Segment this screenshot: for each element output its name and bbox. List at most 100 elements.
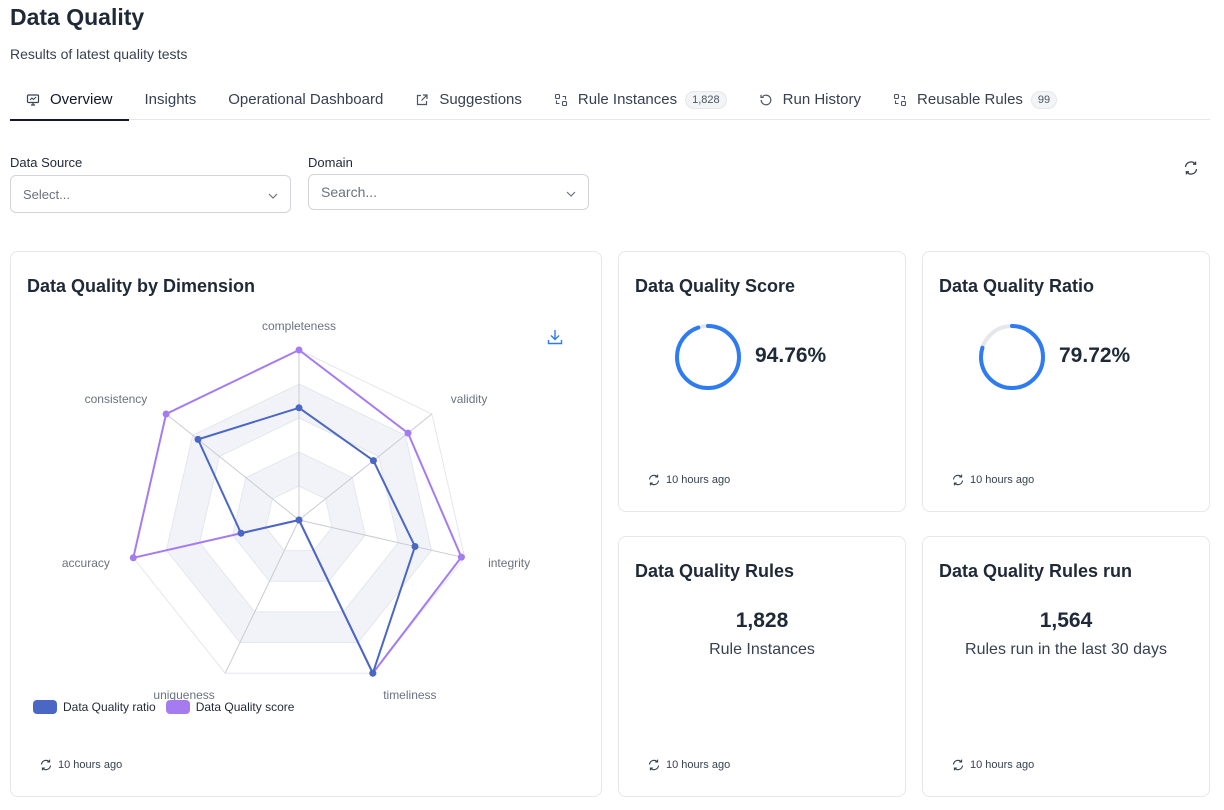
tab-suggestions[interactable]: Suggestions	[399, 80, 538, 120]
external-link-icon	[415, 93, 429, 107]
radar-data-point	[129, 554, 137, 562]
ratio-card-title: Data Quality Ratio	[939, 276, 1095, 296]
radar-data-point	[295, 516, 303, 524]
radar-data-point	[369, 669, 377, 677]
tab-bar: Overview Insights Operational Dashboard …	[10, 80, 1210, 121]
domain-placeholder: Search...	[321, 184, 378, 200]
radar-axis-label: uniqueness	[153, 688, 214, 702]
legend-item-score[interactable]: Data Quality score	[165, 700, 295, 714]
radar-series-line	[196, 406, 417, 676]
refresh-icon	[952, 759, 964, 771]
radar-axis-line	[298, 519, 465, 559]
domain-label: Domain	[308, 155, 353, 170]
rules-icon	[554, 93, 568, 107]
radar-axis-label: accuracy	[62, 556, 110, 570]
radar-data-point	[194, 435, 202, 443]
last-updated: 10 hours ago	[647, 473, 730, 487]
legend-label: Data Quality score	[195, 700, 295, 714]
radar-data-point	[162, 410, 170, 418]
score-value: 94.76%	[755, 344, 827, 367]
tab-reusable-rules[interactable]: Reusable Rules 99	[877, 80, 1073, 120]
updated-text: 10 hours ago	[666, 474, 731, 486]
legend-swatch	[165, 700, 190, 714]
page-title: Data Quality	[10, 4, 145, 30]
count-badge: 1,828	[685, 90, 727, 109]
chevron-down-icon	[566, 184, 576, 200]
chart-legend: Data Quality ratio Data Quality score	[33, 700, 304, 714]
score-gauge	[675, 324, 741, 390]
legend-swatch	[33, 700, 57, 714]
radar-axis-label: integrity	[488, 556, 530, 570]
dimension-card-title: Data Quality by Dimension	[27, 276, 256, 296]
data-source-select[interactable]: Select...	[10, 175, 291, 213]
rules-card-title: Data Quality Rules	[635, 561, 795, 581]
last-updated: 10 hours ago	[951, 758, 1034, 772]
chevron-down-icon	[268, 187, 278, 202]
rules-count: 1,828	[735, 609, 789, 632]
tab-operational-dashboard[interactable]: Operational Dashboard	[212, 80, 399, 120]
rules-run-count: 1,564	[1039, 609, 1093, 632]
tab-label: Operational Dashboard	[228, 91, 384, 108]
radar-data-point	[295, 404, 303, 412]
tab-overview[interactable]: Overview	[10, 80, 129, 121]
tab-label: Insights	[144, 91, 197, 108]
radar-data-point	[237, 529, 245, 537]
updated-text: 10 hours ago	[970, 759, 1035, 771]
tab-label: Run History	[782, 91, 862, 108]
updated-text: 10 hours ago	[58, 759, 123, 771]
score-card: Data Quality Score 94.76% 10 hours ago	[618, 251, 906, 512]
refresh-icon	[40, 759, 52, 771]
score-gauge-arc	[675, 324, 741, 390]
dimension-card: Data Quality by Dimension completeness va…	[10, 251, 602, 797]
tab-insights[interactable]: Insights	[129, 80, 213, 120]
radar-axis-label: completeness	[262, 319, 336, 333]
rules-run-card: Data Quality Rules run 1,564 Rules run i…	[922, 536, 1210, 797]
ratio-gauge	[979, 324, 1045, 390]
radar-axis-label: consistency	[85, 392, 148, 406]
data-source-placeholder: Select...	[23, 186, 70, 202]
refresh-icon	[648, 759, 660, 771]
score-card-title: Data Quality Score	[635, 276, 796, 296]
rules-run-caption: Rules run in the last 30 days	[965, 641, 1167, 658]
rules-caption: Rule Instances	[709, 641, 815, 658]
radar-chart: completeness validity integrity timeliness u…	[62, 319, 530, 702]
legend-item-ratio[interactable]: Data Quality ratio	[33, 700, 156, 714]
history-icon	[759, 93, 773, 107]
updated-text: 10 hours ago	[666, 759, 731, 771]
rules-run-card-title: Data Quality Rules run	[939, 561, 1133, 581]
refresh-icon[interactable]	[1182, 159, 1200, 177]
radar-data-point	[457, 553, 465, 561]
last-updated: 10 hours ago	[39, 758, 122, 772]
last-updated: 10 hours ago	[951, 473, 1034, 487]
tab-label: Overview	[50, 91, 113, 108]
rules-icon	[893, 93, 907, 107]
page-subtitle: Results of latest quality tests	[10, 46, 188, 62]
ratio-value: 79.72%	[1059, 344, 1131, 367]
count-badge: 99	[1030, 90, 1058, 109]
rules-card: Data Quality Rules 1,828 Rule Instances …	[618, 536, 906, 797]
tab-run-history[interactable]: Run History	[743, 80, 877, 120]
radar-data-point	[411, 543, 419, 550]
tab-rule-instances[interactable]: Rule Instances 1,828	[538, 80, 743, 120]
radar-data-point	[369, 457, 377, 465]
tab-label: Rule Instances	[577, 91, 678, 108]
last-updated: 10 hours ago	[647, 758, 730, 772]
radar-axis-label: timeliness	[383, 688, 436, 702]
monitor-icon	[26, 93, 40, 107]
radar-data-point	[295, 346, 303, 354]
data-source-label: Data Source	[10, 155, 83, 170]
radar-axis-line	[165, 413, 300, 521]
legend-label: Data Quality ratio	[63, 700, 156, 714]
radar-axis-line	[224, 519, 300, 674]
ratio-card: Data Quality Ratio 79.72% 10 hours ago	[922, 251, 1210, 512]
tab-label: Suggestions	[439, 91, 522, 108]
tab-label: Reusable Rules	[917, 91, 1023, 108]
updated-text: 10 hours ago	[970, 474, 1035, 486]
ratio-gauge-arc	[979, 324, 1045, 390]
radar-data-point	[404, 429, 412, 437]
refresh-icon	[648, 474, 660, 486]
domain-search-select[interactable]: Search...	[308, 174, 589, 210]
refresh-icon	[952, 474, 964, 486]
radar-axis-label: validity	[451, 392, 488, 406]
download-icon[interactable]	[546, 328, 564, 346]
